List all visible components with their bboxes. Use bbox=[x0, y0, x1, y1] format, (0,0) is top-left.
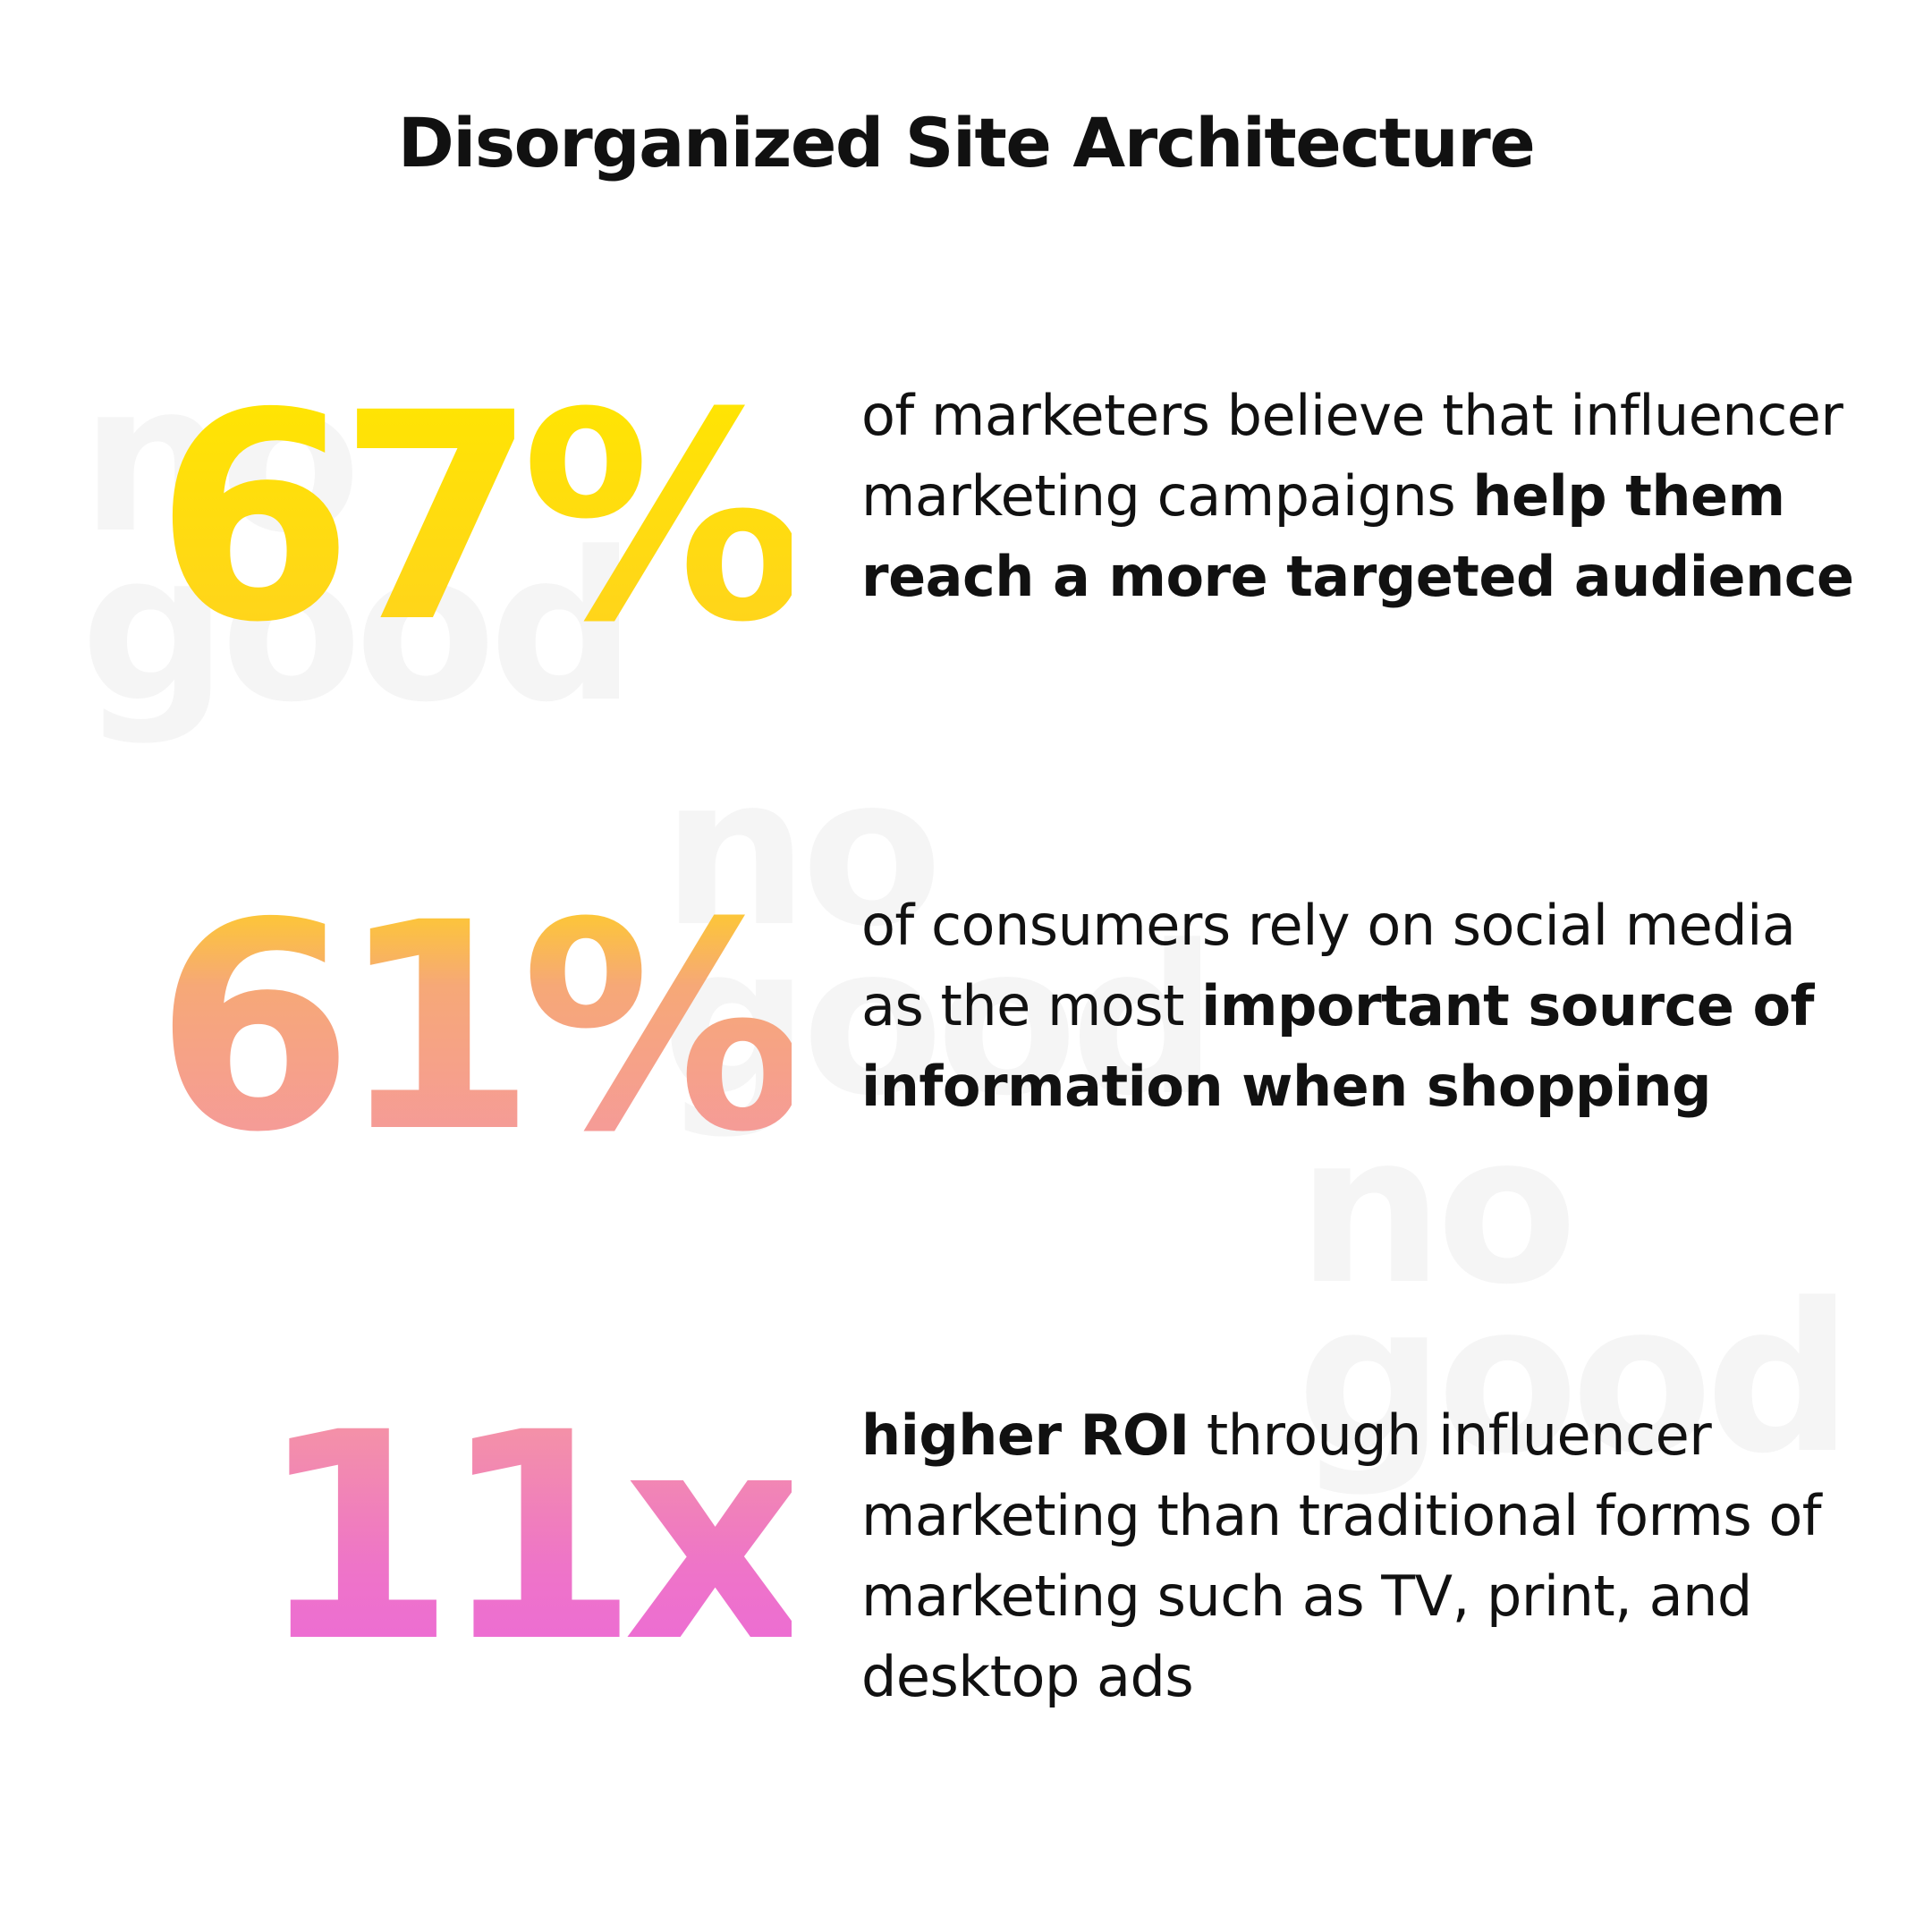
watermark-line-good: good bbox=[80, 525, 636, 731]
watermark-line-no: no bbox=[662, 733, 943, 972]
stat-description: higher ROI through influencer marketing … bbox=[861, 1395, 1863, 1717]
stat-description-emphasis: important source of information when sho… bbox=[861, 973, 1815, 1119]
stat-description: of consumers rely on social media as the… bbox=[861, 886, 1863, 1127]
stat-row-consumers: 61% of consumers rely on social media as… bbox=[0, 886, 1932, 1216]
stat-value: 67% bbox=[155, 352, 808, 685]
stat-description-emphasis: higher ROI bbox=[861, 1402, 1190, 1468]
stat-description-text: of marketers believe that influencer mar… bbox=[861, 383, 1843, 529]
stat-row-roi: 11x higher ROI through influencer market… bbox=[0, 1395, 1932, 1726]
watermark-logo: no good bbox=[1297, 1091, 1852, 1499]
stat-value: 61% bbox=[155, 862, 808, 1195]
watermark-line-good: good bbox=[662, 902, 1217, 1141]
stat-description-text: through influencer marketing than tradit… bbox=[861, 1402, 1822, 1709]
watermark-line-good: good bbox=[1297, 1259, 1852, 1499]
watermark-line-no: no bbox=[1297, 1091, 1578, 1330]
stat-description-emphasis: help them reach a more targeted audience bbox=[861, 463, 1854, 609]
page-title: Disorganized Site Architecture bbox=[397, 103, 1536, 182]
stat-row-marketers: 67% of marketers believe that influencer… bbox=[0, 376, 1932, 707]
watermark-line-no: no bbox=[80, 357, 629, 563]
stat-value: 11x bbox=[257, 1372, 808, 1705]
watermark-logo: no good bbox=[662, 733, 1217, 1141]
stat-description: of marketers believe that influencer mar… bbox=[861, 376, 1863, 617]
stat-description-text: of consumers rely on social media as the… bbox=[861, 893, 1796, 1038]
watermark-logo: no good bbox=[80, 357, 636, 731]
